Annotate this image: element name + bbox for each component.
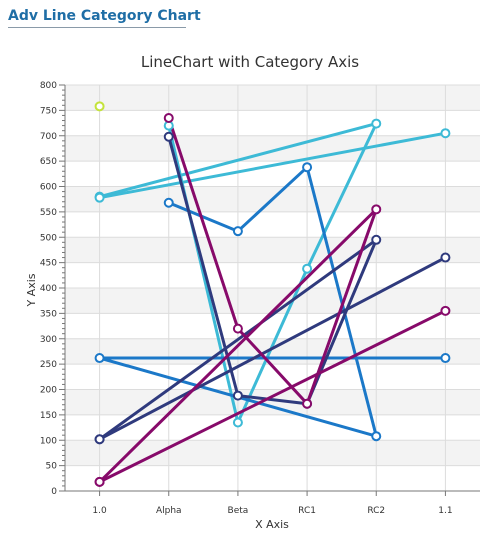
data-point	[232, 323, 243, 334]
series-line	[98, 131, 447, 200]
x-tick-label: RC1	[298, 506, 316, 516]
plot-band	[65, 313, 480, 339]
data-point	[163, 197, 174, 208]
x-tick-label: RC2	[367, 506, 385, 516]
y-tick-label: 500	[40, 233, 57, 243]
y-tick-label: 550	[40, 208, 57, 218]
data-point	[440, 252, 451, 263]
y-tick-label: 350	[40, 309, 57, 319]
data-point	[371, 431, 382, 442]
plot-background	[65, 85, 480, 491]
data-point	[440, 353, 451, 364]
data-point	[94, 353, 105, 364]
data-point	[302, 398, 313, 409]
x-tick-label: Alpha	[156, 506, 182, 516]
chart-title: LineChart with Category Axis	[141, 53, 359, 71]
y-tick-label: 600	[40, 183, 57, 193]
plot-band	[65, 110, 480, 136]
plot-band	[65, 389, 480, 415]
plot-band	[65, 440, 480, 466]
plot-band	[65, 262, 480, 288]
data-point	[440, 305, 451, 316]
y-tick-label: 700	[40, 132, 57, 142]
plot-band	[65, 414, 480, 441]
plot-band	[65, 237, 480, 263]
series-line	[98, 256, 447, 441]
x-tick-label: 1.1	[438, 506, 452, 516]
data-point	[94, 476, 105, 487]
app-header: Adv Line Category Chart	[8, 6, 201, 28]
y-tick-label: 0	[51, 487, 57, 497]
x-axis: 1.0 Alpha Beta RC1 RC2 1.1	[65, 490, 480, 516]
data-point	[440, 128, 451, 139]
data-point	[371, 234, 382, 245]
y-tick-label: 150	[40, 411, 57, 421]
data-point	[371, 204, 382, 215]
y-tick-label: 50	[46, 462, 58, 472]
y-tick-label: 300	[40, 335, 57, 345]
data-point	[94, 101, 105, 112]
y-tick-label: 450	[40, 259, 57, 269]
y-tick-label: 400	[40, 284, 57, 294]
title-underline	[8, 27, 186, 28]
y-tick-label: 200	[40, 386, 57, 396]
data-point	[163, 131, 174, 142]
y-tick-label: 650	[40, 157, 57, 167]
data-point	[163, 112, 174, 123]
series-points	[94, 101, 451, 487]
x-tick-label: Beta	[228, 506, 249, 516]
y-tick-label: 800	[40, 81, 57, 91]
y-axis-label: Y Axis	[25, 273, 38, 307]
data-point	[371, 118, 382, 129]
plot-band	[65, 211, 480, 238]
data-point	[94, 192, 105, 203]
plot-band	[65, 85, 480, 111]
data-point	[232, 390, 243, 401]
x-axis-label: X Axis	[255, 518, 289, 531]
data-point	[302, 162, 313, 173]
series-line	[98, 309, 447, 484]
y-axis: 0 50 100 150 200 250 300 350 400 450 500 550 600 650 7…	[40, 81, 66, 497]
series-line	[98, 165, 447, 438]
y-tick-label: 250	[40, 360, 57, 370]
plot-band	[65, 465, 480, 491]
data-point	[232, 417, 243, 428]
plot-band	[65, 288, 480, 314]
y-tick-label: 100	[40, 436, 57, 446]
y-tick-label: 750	[40, 106, 57, 116]
data-point	[232, 226, 243, 237]
line-chart: LineChart with Category Axis 0 50 100 150 20…	[25, 53, 480, 531]
x-tick-label: 1.0	[92, 506, 107, 516]
app-title: Adv Line Category Chart	[8, 8, 201, 24]
data-point	[94, 434, 105, 445]
data-point	[302, 263, 313, 274]
